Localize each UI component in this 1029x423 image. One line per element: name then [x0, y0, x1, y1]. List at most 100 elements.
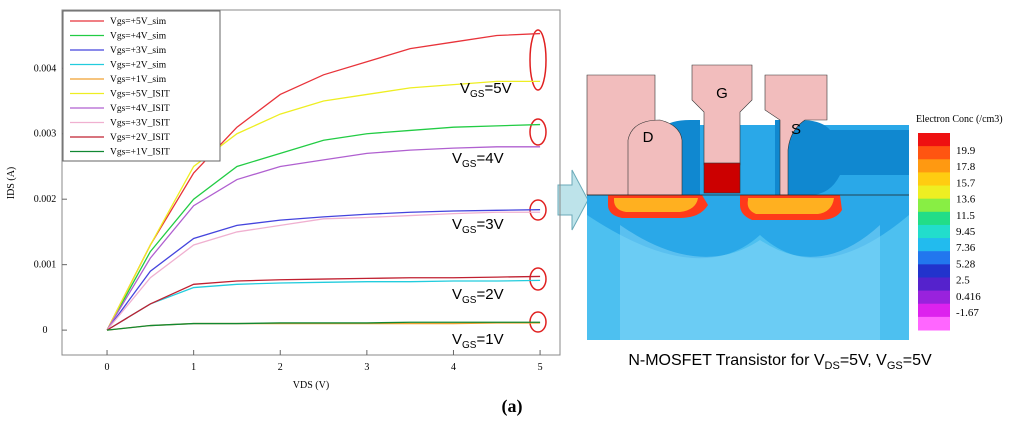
source-core [747, 198, 834, 214]
colorbar-step [918, 290, 950, 305]
ellipse [529, 267, 547, 291]
ellipse [529, 29, 547, 91]
colorbar-step [918, 133, 950, 147]
x-tick-label: 1 [191, 362, 196, 373]
colorbar-label: 9.45 [956, 226, 976, 238]
colorbar-step [918, 185, 950, 200]
annotation-rest: =5V [484, 80, 511, 97]
caption-part: =5V, V [840, 352, 887, 369]
plot-frame [61, 9, 561, 356]
series-line [106, 275, 541, 331]
drain-core [614, 198, 698, 212]
colorbar-label: 5.28 [956, 258, 976, 270]
caption-sub: GS [887, 360, 903, 372]
colorbar-label: 11.5 [956, 210, 975, 222]
terminal-label: D [643, 129, 654, 146]
y-tick-label: 0.004 [34, 63, 57, 74]
series-line [106, 123, 541, 331]
x-tick-label: 3 [364, 362, 369, 373]
colorbar-step [918, 172, 950, 187]
colorbar-step [918, 159, 950, 173]
depletion [620, 225, 880, 340]
ellipse [529, 118, 547, 146]
device-drawing [586, 64, 909, 340]
caption-part: =5V [903, 352, 932, 369]
colorbar-step [918, 211, 950, 226]
gate-poly [703, 162, 741, 194]
vgs-annotation: VGS=2V [452, 286, 504, 306]
colorbar-step [918, 198, 950, 213]
y-tick-label: 0.002 [34, 194, 57, 205]
legend-label: Vgs=+2V_ISIT [110, 133, 170, 143]
annotation-main: V [452, 331, 462, 348]
legend-label: Vgs=+1V_ISIT [110, 148, 170, 158]
colorbar-label: -1.67 [956, 307, 979, 319]
annotation-rest: =2V [476, 286, 503, 303]
panel-label: (a) [502, 396, 523, 417]
colorbar-step [918, 251, 950, 265]
x-axis-label: VDS (V) [293, 380, 329, 391]
colorbar-label: 19.9 [956, 145, 976, 157]
colorbar-step [918, 316, 950, 331]
colorbar-step [918, 224, 950, 239]
annotation-main: V [452, 150, 462, 167]
colorbar-label: 17.8 [956, 161, 976, 173]
series-line [106, 146, 541, 331]
annotation-sub: GS [462, 340, 477, 351]
x-tick-label: 5 [538, 362, 543, 373]
device-caption: N-MOSFET Transistor for VDS=5V, VGS=5V [628, 352, 932, 372]
annotation-main: V [460, 80, 470, 97]
legend-label: Vgs=+1V_sim [110, 75, 167, 85]
annotation-sub: GS [462, 295, 477, 306]
colorbar-label: 7.36 [956, 242, 976, 254]
colorbar-label: 15.7 [956, 177, 976, 189]
annotation-main: V [452, 216, 462, 233]
legend-label: Vgs=+3V_sim [110, 46, 167, 56]
colorbar-step [918, 303, 950, 318]
vgs-annotation: VGS=3V [452, 216, 504, 236]
legend-label: Vgs=+4V_ISIT [110, 104, 170, 114]
legend-label: Vgs=+5V_ISIT [110, 90, 170, 100]
colorbar-label: 2.5 [956, 275, 970, 287]
x-tick-label: 2 [278, 362, 283, 373]
caption-part: N-MOSFET Transistor for V [628, 352, 825, 369]
colorbar-label: 0.416 [956, 291, 981, 303]
series-line [106, 211, 541, 331]
colorbar-step [918, 238, 950, 252]
y-tick-label: 0.001 [34, 260, 57, 271]
annotation-main: V [452, 286, 462, 303]
colorbar-label: 13.6 [956, 194, 976, 206]
vgs-annotation: VGS=1V [452, 331, 504, 351]
caption-sub: DS [825, 360, 840, 372]
x-tick-label: 4 [451, 362, 456, 373]
legend: Vgs=+5V_sim Vgs=+4V_sim Vgs=+3V_sim Vgs=+2V… [62, 10, 221, 162]
annotation-rest: =4V [476, 150, 503, 167]
y-axis-label: IDS (A) [6, 167, 17, 200]
colorbar-title: Electron Conc (/cm3) [916, 114, 1003, 125]
colorbar-step [918, 264, 950, 278]
annotation-rest: =1V [476, 331, 503, 348]
annotation-sub: GS [462, 159, 477, 170]
annotation-rest: =3V [476, 216, 503, 233]
legend-label: Vgs=+5V_sim [110, 17, 167, 27]
legend-label: Vgs=+4V_sim [110, 32, 167, 42]
vgs-annotation: VGS=5V [460, 80, 512, 100]
colorbar-step [918, 277, 950, 292]
annotation-sub: GS [470, 89, 485, 100]
legend-label: Vgs=+3V_ISIT [110, 119, 170, 129]
colorbar-step [918, 146, 950, 160]
y-tick-label: 0 [43, 325, 48, 336]
terminal-label: S [791, 121, 801, 138]
drain-contact-2 [627, 119, 683, 196]
terminal-label: G [716, 85, 728, 102]
series-line [106, 32, 541, 331]
series-line [106, 80, 541, 331]
spacer-right [775, 120, 909, 195]
x-tick-label: 0 [105, 362, 110, 373]
vgs-annotation: VGS=4V [452, 150, 504, 170]
legend-label: Vgs=+2V_sim [110, 61, 167, 71]
series-line [106, 321, 541, 331]
annotation-sub: GS [462, 225, 477, 236]
